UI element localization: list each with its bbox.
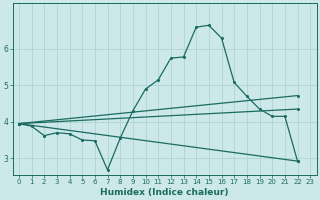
- X-axis label: Humidex (Indice chaleur): Humidex (Indice chaleur): [100, 188, 229, 197]
